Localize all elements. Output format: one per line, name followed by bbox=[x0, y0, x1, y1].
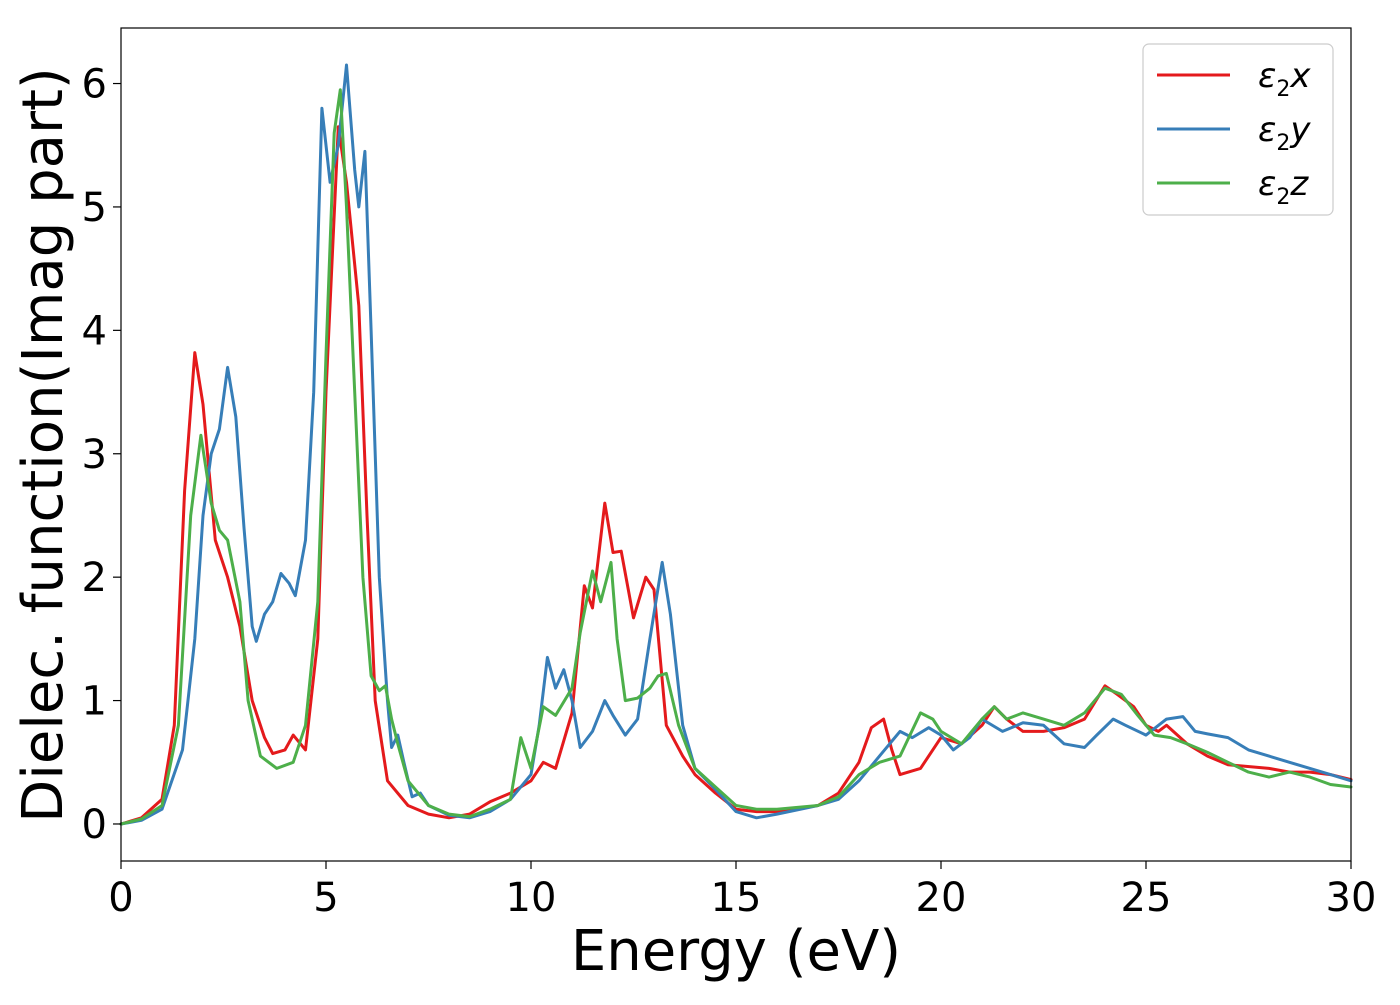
series-line-z bbox=[119, 88, 1353, 826]
legend: ε2x ε2y ε2z bbox=[1142, 43, 1334, 216]
legend-items: ε2x ε2y ε2z bbox=[1157, 56, 1311, 210]
legend-box bbox=[1142, 43, 1334, 216]
x-axis-ticks: 0 5 10 15 20 25 30 bbox=[108, 861, 1376, 921]
y-tick-label: 6 bbox=[82, 62, 107, 108]
x-tick-label: 25 bbox=[1121, 875, 1172, 921]
x-tick-label: 15 bbox=[711, 875, 762, 921]
x-tick-label: 10 bbox=[506, 875, 557, 921]
series-layer bbox=[119, 63, 1353, 826]
x-tick-label: 30 bbox=[1326, 875, 1377, 921]
series-line-y bbox=[119, 63, 1353, 826]
y-axis-ticks: 0 1 2 3 4 5 6 bbox=[82, 62, 121, 848]
y-tick-label: 1 bbox=[82, 679, 107, 725]
x-tick-label: 5 bbox=[313, 875, 338, 921]
y-tick-label: 4 bbox=[82, 308, 107, 354]
x-axis-label: Energy (eV) bbox=[571, 919, 901, 984]
y-tick-label: 3 bbox=[82, 432, 107, 478]
legend-label-z: ε2z bbox=[1258, 164, 1309, 210]
legend-label-x: ε2x bbox=[1258, 56, 1311, 102]
y-tick-label: 0 bbox=[82, 802, 107, 848]
y-tick-label: 5 bbox=[82, 185, 107, 231]
x-tick-label: 0 bbox=[108, 875, 133, 921]
legend-label-y: ε2y bbox=[1258, 110, 1311, 156]
x-tick-label: 20 bbox=[916, 875, 967, 921]
y-tick-label: 2 bbox=[82, 555, 107, 601]
y-axis-label: Dielec. function(Imag part) bbox=[11, 67, 76, 823]
